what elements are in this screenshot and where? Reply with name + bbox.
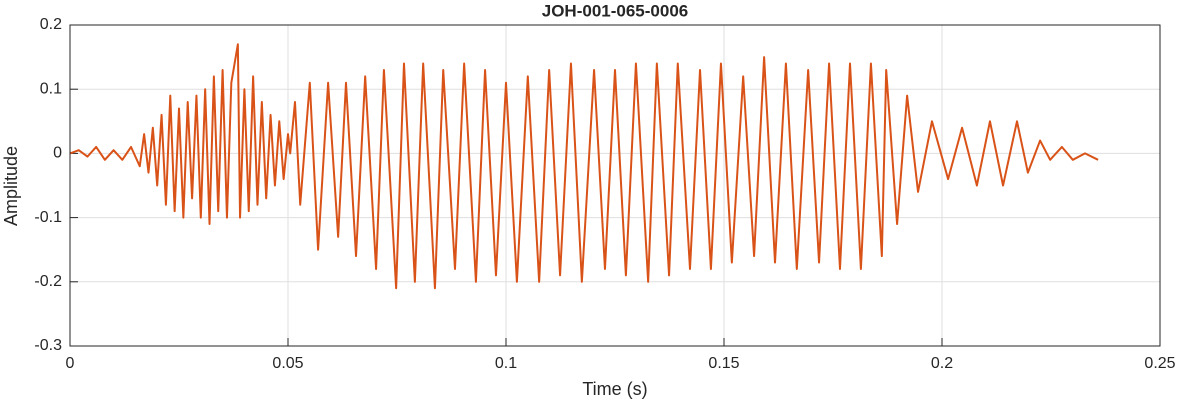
x-tick-label: 0.2	[931, 355, 953, 372]
x-axis-label: Time (s)	[582, 379, 647, 399]
y-axis-label: Amplitude	[1, 146, 21, 226]
y-tick-label: 0.1	[40, 80, 62, 97]
waveform	[69, 43, 1099, 290]
y-tick-label: -0.3	[34, 337, 62, 354]
x-tick-label: 0	[66, 355, 75, 372]
y-tick-label: 0.2	[40, 16, 62, 33]
y-tick-label: -0.1	[34, 209, 62, 226]
chart-title: JOH-001-065-0006	[542, 1, 688, 20]
x-tick-label: 0.05	[272, 355, 303, 372]
x-tick-label: 0.15	[708, 355, 739, 372]
x-tick-label: 0.1	[495, 355, 517, 372]
plot-frame	[69, 24, 1161, 347]
x-tick-label: 0.25	[1144, 355, 1175, 372]
y-tick-label: -0.2	[34, 273, 62, 290]
y-tick-label: 0	[53, 145, 62, 162]
